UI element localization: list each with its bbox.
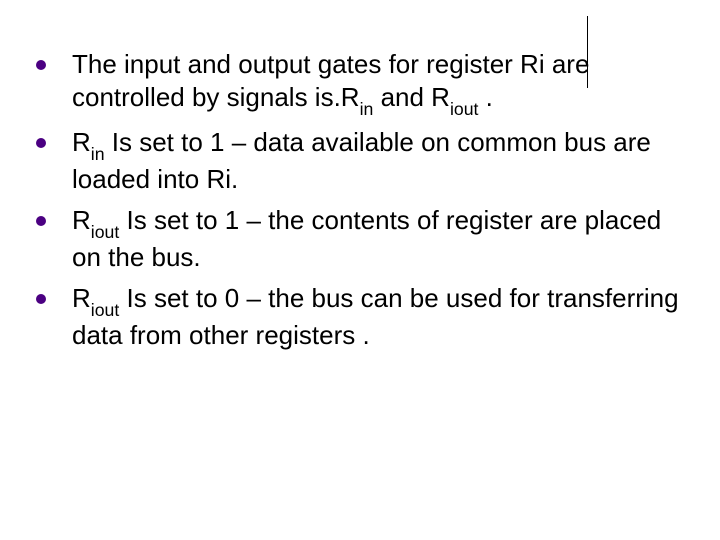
list-item: Riout Is set to 0 – the bus can be used … <box>30 282 690 352</box>
text-run: Is set to 1 – the contents of register a… <box>72 205 661 272</box>
text-run: and R <box>373 82 450 112</box>
list-item: The input and output gates for register … <box>30 48 690 118</box>
text-run: R <box>72 283 91 313</box>
text-run: The input and output gates for register … <box>72 49 589 112</box>
subscript-text: in <box>360 99 374 119</box>
text-run: Is set to 0 – the bus can be used for tr… <box>72 283 679 350</box>
subscript-text: iout <box>91 300 120 320</box>
list-item: Rin Is set to 1 – data available on comm… <box>30 126 690 196</box>
text-run: . <box>478 82 492 112</box>
subscript-text: iout <box>91 222 120 242</box>
subscript-text: iout <box>450 99 479 119</box>
list-item: Riout Is set to 1 – the contents of regi… <box>30 204 690 274</box>
bullet-list: The input and output gates for register … <box>30 48 690 352</box>
slide: The input and output gates for register … <box>0 0 720 540</box>
text-run: Is set to 1 – data available on common b… <box>72 127 651 194</box>
text-run: R <box>72 127 91 157</box>
text-run: R <box>72 205 91 235</box>
subscript-text: in <box>91 144 105 164</box>
